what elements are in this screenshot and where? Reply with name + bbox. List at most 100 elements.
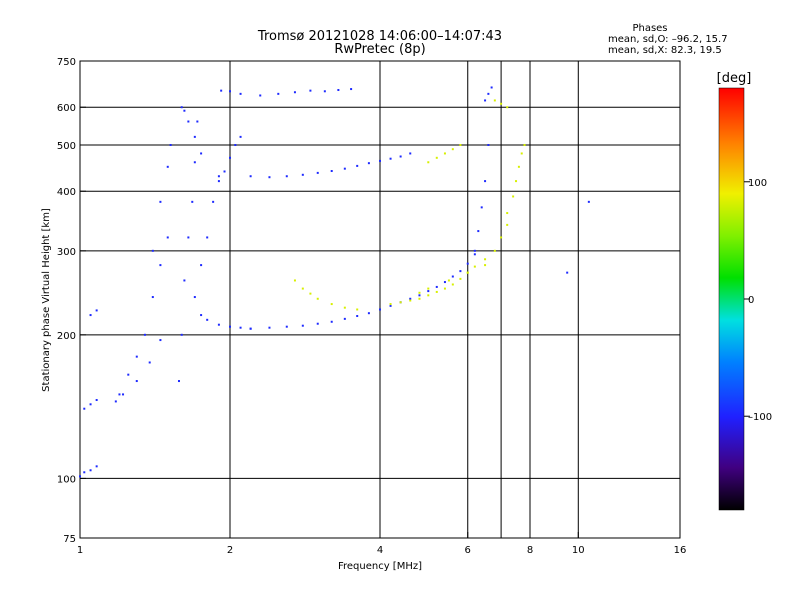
echo-point-o (220, 89, 223, 92)
echo-point-o (249, 175, 252, 178)
phases-stats-heading: Phases (632, 23, 667, 34)
phases-stats-x: mean, sd,X: 82.3, 19.5 (608, 45, 722, 56)
echo-point-x (418, 297, 421, 300)
echo-point-x (493, 99, 496, 102)
echo-point-o (418, 294, 421, 297)
echo-point-x (466, 271, 469, 274)
echo-point-x (443, 287, 446, 290)
echo-point-x (523, 143, 526, 146)
echo-point-o (187, 120, 190, 123)
echo-point-x (316, 297, 319, 300)
echo-point-o (239, 135, 242, 138)
echo-point-o (217, 175, 220, 178)
echo-point-o (95, 399, 98, 402)
echo-point-o (443, 281, 446, 284)
echo-point-o (200, 264, 203, 267)
echo-point-x (330, 303, 333, 306)
echo-point-o (183, 279, 186, 282)
echo-point-o (166, 165, 169, 168)
echo-point-o (367, 312, 370, 315)
x-tick-label: 6 (465, 545, 471, 556)
echo-point-o (399, 155, 402, 158)
echo-point-o (169, 143, 172, 146)
x-tick-label: 2 (227, 545, 233, 556)
echo-point-o (159, 264, 162, 267)
echo-point-o (193, 135, 196, 138)
echo-point-o (473, 253, 476, 256)
echo-point-o (379, 159, 381, 162)
y-tick-label: 200 (57, 331, 76, 342)
echo-point-x (418, 291, 421, 294)
echo-point-o (473, 249, 476, 252)
echo-point-o (259, 94, 262, 97)
echo-point-o (114, 400, 117, 403)
y-tick-label: 75 (63, 534, 76, 545)
echo-point-o (183, 109, 186, 112)
echo-point-o (79, 475, 81, 478)
echo-point-o (451, 275, 454, 278)
echo-point-o (151, 296, 154, 299)
echo-point-o (249, 327, 252, 330)
echo-point-o (484, 99, 487, 102)
echo-point-o (487, 143, 490, 146)
echo-point-o (229, 325, 231, 328)
chart-title: Tromsø 20121028 14:06:00–14:07:43 (257, 29, 502, 44)
colorbar-tick-label: 100 (748, 178, 767, 189)
echo-point-o (459, 270, 462, 273)
echo-point-o (435, 285, 438, 288)
echo-point-x (500, 236, 503, 239)
echo-point-o (587, 200, 590, 203)
echo-point-o (566, 271, 569, 274)
echo-point-o (330, 320, 333, 323)
echo-point-o (409, 297, 412, 300)
echo-point-x (512, 195, 515, 198)
echo-point-o (343, 167, 346, 170)
axes: 1 2 4 6 8 10 16 75 100 200 300 400 500 600 750 (57, 57, 686, 556)
echo-point-x (484, 258, 487, 261)
echo-point-x (356, 308, 359, 311)
echo-point-x (459, 277, 462, 280)
echo-point-x (427, 287, 430, 290)
echo-point-o (151, 249, 154, 252)
echo-point-x (506, 212, 509, 215)
echo-point-o (200, 152, 203, 155)
echo-point-o (490, 86, 493, 89)
echo-point-o (196, 120, 199, 123)
echo-point-o (193, 296, 196, 299)
echo-point-o (143, 333, 146, 336)
echo-point-o (191, 200, 194, 203)
echo-point-o (187, 236, 190, 239)
echo-point-x (389, 303, 392, 306)
x-tick-label: 8 (527, 545, 533, 556)
echo-point-o (159, 339, 162, 342)
chart-subtitle: RwPretec (8p) (334, 42, 425, 57)
echo-point-o (159, 200, 162, 203)
echo-point-o (135, 355, 138, 358)
echo-point-o (83, 471, 86, 474)
echo-point-o (309, 89, 312, 92)
echo-point-x (399, 301, 402, 304)
y-tick-label: 300 (57, 247, 76, 258)
echo-point-o (350, 88, 353, 91)
echo-point-o (323, 90, 326, 93)
y-axis-label: Stationary phase Virtual Height [km] (41, 208, 52, 392)
echo-point-o (268, 176, 271, 179)
echo-point-o (234, 143, 237, 146)
data-points (79, 86, 590, 478)
echo-point-x (515, 180, 518, 183)
echo-point-o (477, 230, 480, 233)
echo-point-o (95, 465, 98, 468)
echo-point-o (122, 393, 125, 396)
echo-point-o (229, 156, 231, 159)
echo-point-o (301, 324, 304, 327)
echo-point-o (177, 380, 180, 383)
echo-point-o (217, 180, 220, 183)
echo-point-o (239, 326, 242, 329)
colorbar-ticks: 100 0 –100 (744, 178, 772, 423)
x-tick-label: 10 (572, 545, 585, 556)
y-tick-label: 600 (57, 103, 76, 114)
echo-point-o (466, 262, 469, 265)
colorbar-tick-label: –100 (748, 412, 772, 423)
echo-point-o (229, 90, 231, 93)
